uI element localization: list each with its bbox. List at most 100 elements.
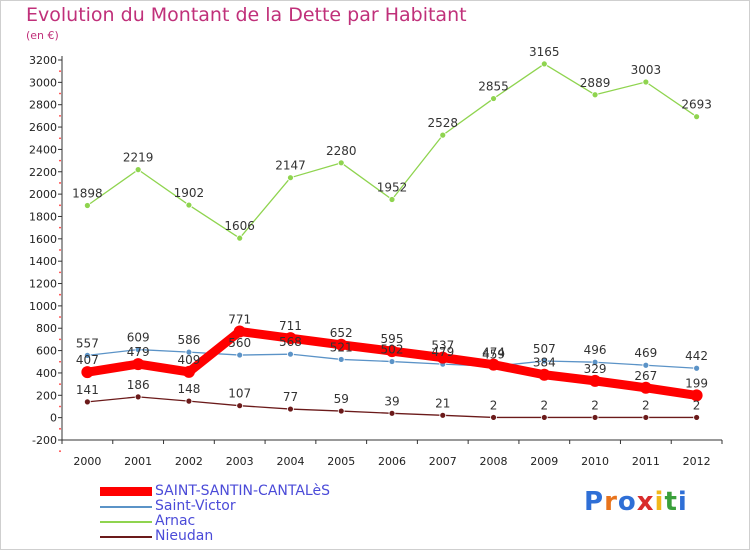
data-label: 2 <box>591 398 599 412</box>
y-tick-label: 0 <box>50 412 57 425</box>
data-point <box>693 364 701 372</box>
chart-title: Evolution du Montant de la Dette par Hab… <box>26 4 467 26</box>
data-point <box>436 351 449 364</box>
y-tick-label: 1000 <box>29 300 57 313</box>
data-label: 609 <box>127 331 150 345</box>
y-minor-dot <box>59 316 61 318</box>
data-point <box>540 414 548 421</box>
data-point <box>540 357 548 365</box>
data-label: 2 <box>693 398 701 412</box>
y-tick-label: 2200 <box>29 166 57 179</box>
y-tick-label: 600 <box>36 345 57 358</box>
data-label: 1952 <box>377 180 408 194</box>
data-point <box>337 407 345 415</box>
data-point <box>693 113 701 121</box>
data-label: 107 <box>228 387 251 401</box>
y-tick-label: 1200 <box>29 278 57 291</box>
data-point <box>185 348 193 356</box>
data-point <box>388 409 396 417</box>
x-tick-label: 2005 <box>327 455 355 468</box>
data-point <box>287 174 294 182</box>
y-tick-label: 1400 <box>29 255 57 268</box>
data-label: 586 <box>177 333 200 347</box>
data-label: 1606 <box>224 219 255 233</box>
y-minor-dot <box>59 137 61 140</box>
data-point <box>591 414 599 421</box>
x-tick-label: 2012 <box>683 455 711 468</box>
y-minor-dot <box>59 271 61 274</box>
data-point <box>540 60 548 68</box>
data-point <box>335 338 348 351</box>
y-tick-label: 2400 <box>29 143 57 156</box>
data-label: 469 <box>634 346 657 360</box>
data-label: 2528 <box>427 116 458 130</box>
data-point <box>386 345 398 358</box>
x-tick-label: 2002 <box>175 455 203 468</box>
y-tick-label: 2000 <box>29 188 57 201</box>
data-label: 59 <box>334 392 349 406</box>
x-tick-label: 2010 <box>581 455 609 468</box>
data-label: 560 <box>228 336 251 350</box>
legend-label-saint-victor: Saint-Victor <box>155 498 236 514</box>
data-point <box>388 196 396 203</box>
x-tick-label: 2011 <box>632 455 660 468</box>
logo-letter: x <box>636 487 655 517</box>
data-point <box>690 389 703 402</box>
legend-swatch-saint-victor <box>100 506 152 508</box>
data-point <box>642 361 650 369</box>
data-label: 1898 <box>72 187 103 201</box>
data-label: 2219 <box>123 151 154 165</box>
legend-swatch-nieudan <box>100 536 152 538</box>
data-label: 384 <box>533 356 556 370</box>
data-label: 557 <box>76 336 99 350</box>
data-label: 595 <box>381 332 404 346</box>
data-point <box>487 358 500 371</box>
y-tick-label: 1600 <box>29 233 57 246</box>
legend-swatch-arnac <box>100 521 152 523</box>
data-point <box>439 411 447 419</box>
data-point <box>185 397 193 405</box>
data-label: 479 <box>127 345 150 359</box>
data-point <box>439 131 447 139</box>
y-tick-label: 3200 <box>29 54 57 67</box>
legend-label-saint-santin: SAINT-SANTIN-CANTALèS <box>155 483 330 499</box>
logo-letter: i <box>677 487 688 517</box>
data-point <box>490 95 497 102</box>
data-label: 2280 <box>326 144 357 158</box>
data-label: 329 <box>584 362 607 376</box>
data-point <box>642 78 650 86</box>
x-tick-label: 2003 <box>226 455 254 468</box>
data-point <box>490 414 497 421</box>
y-minor-dot <box>59 159 61 162</box>
y-tick-label: 400 <box>36 367 57 380</box>
y-tick-label: 1800 <box>29 210 57 223</box>
y-tick-label: 200 <box>36 389 57 402</box>
x-tick-label: 2000 <box>73 455 101 468</box>
data-label: 2855 <box>478 80 509 94</box>
data-point <box>284 332 297 345</box>
data-point <box>236 351 244 359</box>
x-tick-label: 2001 <box>124 455 152 468</box>
data-label: 21 <box>435 396 450 410</box>
data-point <box>83 398 91 406</box>
legend-label-nieudan: Nieudan <box>155 528 214 544</box>
data-label: 2147 <box>275 159 306 173</box>
y-tick-label: 2800 <box>29 99 57 112</box>
data-point <box>337 356 345 363</box>
logo-letter: P <box>584 487 605 517</box>
logo-letter: r <box>604 487 618 517</box>
data-point <box>287 405 294 413</box>
y-tick-label: 3000 <box>29 76 57 89</box>
data-point <box>693 414 701 421</box>
y-minor-dot <box>59 293 61 296</box>
data-point <box>182 365 195 378</box>
data-point <box>236 402 244 410</box>
data-label: 3003 <box>631 63 662 77</box>
data-point <box>134 166 142 174</box>
y-minor-dot <box>59 360 61 363</box>
data-label: 141 <box>76 383 99 397</box>
data-point <box>81 366 94 379</box>
data-point <box>591 91 599 99</box>
y-minor-dot <box>59 114 61 117</box>
